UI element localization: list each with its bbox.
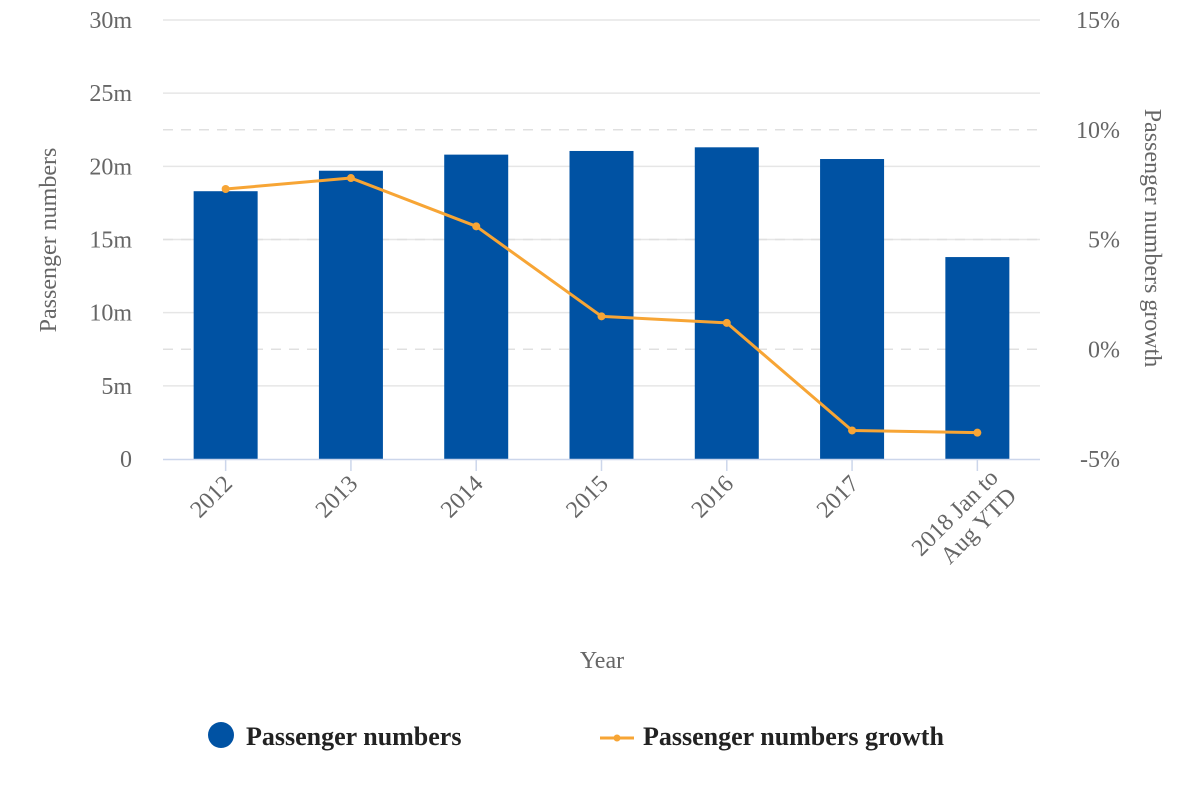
legend-item-passenger-numbers[interactable]: Passenger numbers (208, 722, 461, 751)
legend-item-passenger-numbers-growth[interactable]: Passenger numbers growth (600, 722, 944, 751)
y-tick-label: 5m (101, 374, 132, 400)
y-tick-label: 30m (89, 8, 132, 34)
growth-point-2013[interactable] (346, 174, 355, 183)
y2-tick-label: 10% (1076, 118, 1120, 144)
bar-2014[interactable] (444, 154, 509, 460)
legend[interactable]: Passenger numbers Passenger numbers grow… (208, 722, 944, 751)
y2-tick-label: 0% (1088, 337, 1120, 363)
y2-axis-title: Passenger numbers growth (1139, 109, 1165, 368)
bar-2017[interactable] (820, 159, 885, 459)
bar-layer (193, 147, 1010, 460)
bar-2018-jan-to-aug-ytd[interactable] (945, 257, 1010, 459)
bar-2015[interactable] (569, 150, 634, 460)
x-tick-label: 2012 (186, 471, 238, 523)
bar-2016[interactable] (694, 147, 759, 459)
y2-tick-label: 15% (1076, 8, 1120, 34)
x-tick-label: 2013 (311, 471, 363, 523)
y-axis-title: Passenger numbers (36, 148, 62, 333)
legend-marker-bar (208, 722, 234, 748)
growth-point-2015[interactable] (597, 312, 606, 321)
bar-2012[interactable] (193, 191, 258, 459)
y-tick-label: 10m (89, 301, 132, 327)
y2-tick-label: 5% (1088, 228, 1120, 254)
y-tick-label: 25m (89, 81, 132, 107)
line-layer (221, 174, 982, 437)
bar-2013[interactable] (318, 170, 383, 459)
y-tick-label: 15m (89, 228, 132, 254)
y-tick-label: 0 (120, 447, 132, 473)
legend-marker-point (613, 734, 621, 742)
growth-point-2012[interactable] (221, 185, 230, 194)
y2-tick-label: -5% (1080, 447, 1120, 473)
legend-label-passenger-numbers: Passenger numbers (246, 722, 461, 751)
growth-point-2016[interactable] (722, 318, 731, 327)
x-tick-label: 2018 Jan toAug YTD (907, 465, 1022, 580)
y-tick-label: 20m (89, 154, 132, 180)
growth-point-2017[interactable] (848, 426, 857, 435)
legend-label-passenger-numbers-growth: Passenger numbers growth (643, 722, 944, 751)
x-tick-label: 2017 (812, 471, 864, 523)
x-tick-label: 2014 (436, 471, 488, 523)
growth-point-2018-jan-to-aug-ytd[interactable] (973, 428, 982, 437)
x-tick-label: 2015 (561, 471, 613, 523)
growth-point-2014[interactable] (472, 222, 481, 231)
x-axis-title: Year (580, 648, 624, 674)
x-tick-label: 2016 (687, 471, 739, 523)
